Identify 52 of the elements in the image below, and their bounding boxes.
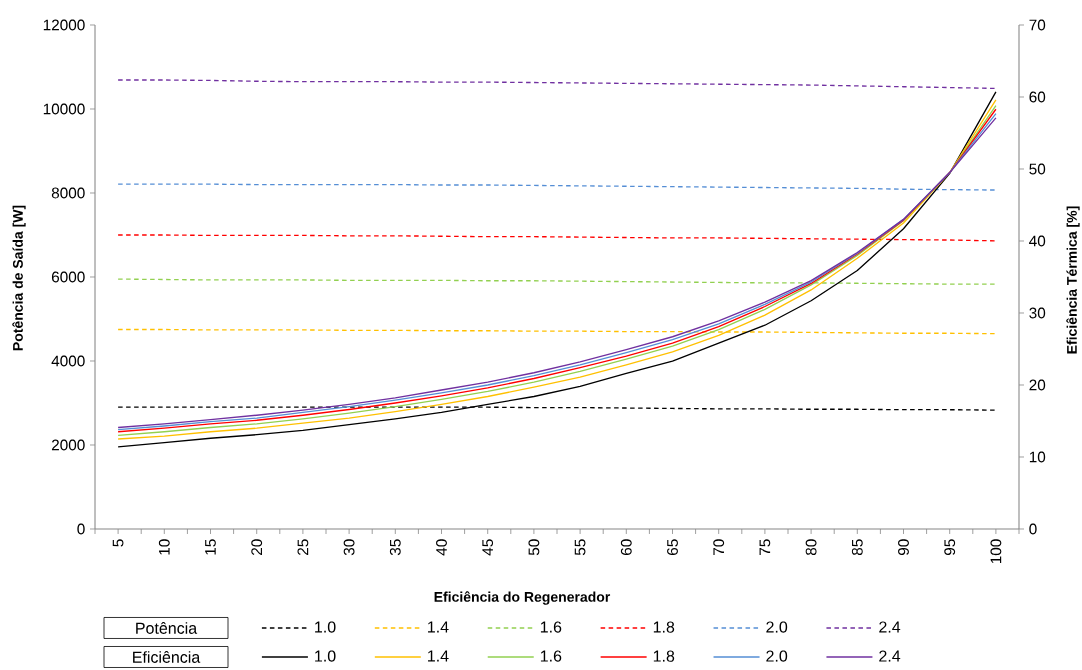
legend-label: 2.0 [766, 650, 788, 662]
y-tick-label: 2000 [51, 439, 85, 451]
legend-label: 1.0 [315, 650, 336, 662]
x-tick-label: 50 [528, 539, 540, 556]
text: Potência [136, 622, 198, 634]
legend-label: 1.6 [540, 650, 562, 662]
x-tick-label: 35 [389, 539, 401, 556]
y2-tick-label: 40 [1029, 235, 1046, 247]
legend-label: 1.4 [428, 621, 449, 633]
legend-label: 1.0 [315, 621, 336, 633]
x-tick-label: 90 [898, 539, 909, 556]
y2-tick-label: 60 [1029, 91, 1046, 103]
y2-tick-label: 30 [1029, 307, 1046, 319]
y-tick-label: 6000 [51, 271, 85, 283]
y2-tick-label: 10 [1029, 451, 1046, 463]
legend-label: 2.4 [879, 650, 901, 662]
legend-label: 1.8 [653, 650, 675, 662]
x-tick-label: 65 [667, 539, 678, 555]
legend-label: 1.4 [428, 650, 449, 662]
y2-tick-label: 50 [1029, 163, 1046, 175]
x-tick-label: 15 [205, 539, 216, 555]
y2-tick-label: 20 [1029, 379, 1046, 391]
text: Eficiência [133, 651, 201, 663]
x-tick-label: 25 [297, 539, 309, 555]
x-tick-label: 100 [990, 539, 1002, 564]
legend-label: 1.8 [653, 621, 675, 633]
x-tick-label: 85 [851, 539, 863, 556]
y-tick-label: 0 [77, 523, 85, 535]
x-axis-title: Eficiência do Regenerador [434, 591, 611, 605]
x-tick-label: 30 [343, 539, 355, 556]
y2-axis-title: Eficiência Térmica [%] [1066, 206, 1080, 354]
x-tick-label: 60 [620, 539, 632, 555]
x-tick-label: 45 [482, 539, 494, 556]
x-tick-label: 20 [251, 539, 263, 555]
x-tick-label: 10 [158, 539, 170, 555]
x-tick-label: 70 [713, 539, 725, 555]
y-tick-label: 10000 [43, 103, 85, 115]
legend-label: 2.0 [766, 621, 788, 633]
legend-label: 1.6 [540, 621, 562, 633]
x-tick-label: 80 [805, 539, 817, 556]
x-tick-label: 95 [944, 539, 956, 556]
y-tick-label: 12000 [43, 19, 85, 31]
x-tick-label: 5 [112, 539, 124, 547]
y2-tick-label: 70 [1029, 19, 1046, 31]
y-tick-label: 8000 [51, 187, 85, 199]
y-tick-label: 4000 [51, 355, 85, 367]
y-axis-title: Potência de Saída [W] [12, 205, 26, 351]
legend-label: 2.4 [879, 621, 901, 633]
x-tick-label: 55 [574, 539, 586, 556]
x-tick-label: 40 [436, 539, 447, 556]
y2-tick-label: 0 [1029, 523, 1037, 535]
x-tick-label: 75 [759, 539, 771, 555]
